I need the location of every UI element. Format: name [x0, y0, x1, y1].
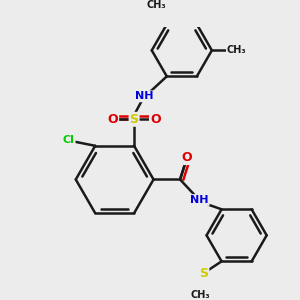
- Text: S: S: [200, 267, 208, 280]
- Text: NH: NH: [190, 195, 209, 205]
- Text: S: S: [130, 113, 139, 126]
- Text: O: O: [150, 113, 160, 126]
- Text: CH₃: CH₃: [190, 290, 210, 300]
- Text: O: O: [182, 151, 192, 164]
- Text: NH: NH: [135, 91, 154, 101]
- Text: O: O: [108, 113, 118, 126]
- Text: CH₃: CH₃: [227, 45, 246, 56]
- Text: CH₃: CH₃: [146, 0, 166, 10]
- Text: Cl: Cl: [63, 136, 75, 146]
